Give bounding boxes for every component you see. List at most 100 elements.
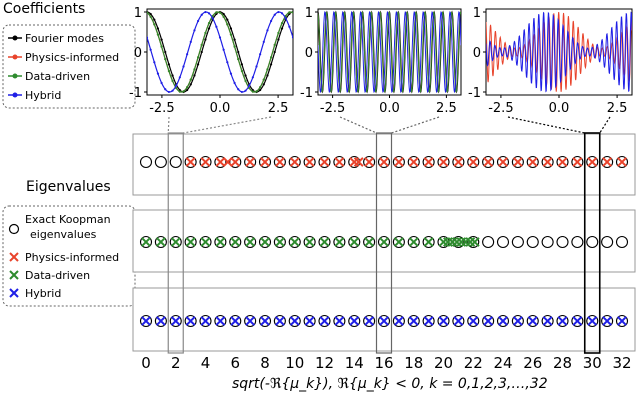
exact-eigenvalue-point: [422, 235, 435, 249]
series-point: [200, 13, 203, 16]
exact-eigenvalue-point: [154, 314, 167, 328]
legend-top-item: Data-driven: [8, 70, 90, 83]
predicted-eigenvalue-point: [170, 237, 181, 247]
series-point: [240, 90, 243, 94]
legend-top-item: Hybrid: [8, 89, 61, 102]
legend-top-label: Fourier modes: [25, 32, 104, 45]
highlight-frame-mode-30: [583, 132, 601, 354]
exact-eigenvalue-point: [139, 235, 153, 249]
exact-eigenvalue-point: [258, 314, 272, 328]
series-point: [207, 21, 211, 25]
predicted-eigenvalue-point: [557, 316, 568, 326]
exact-eigenvalue-point: [556, 155, 569, 169]
series-point: [204, 10, 207, 14]
exact-eigenvalue-point: [154, 235, 167, 249]
exact-eigenvalue-point: [184, 314, 197, 328]
exact-eigenvalue-point: [303, 235, 316, 249]
highlight-frame-mode-2: [167, 132, 184, 354]
eigen-x-tick-label: 16: [374, 354, 393, 372]
predicted-eigenvalue-point: [170, 316, 181, 326]
exact-eigenvalue-point: [214, 235, 227, 249]
series-point: [215, 11, 218, 14]
series-point: [189, 40, 192, 43]
predicted-eigenvalue-point: [304, 237, 315, 247]
predicted-eigenvalue-point: [438, 157, 449, 167]
exact-eigenvalue-point: [392, 155, 405, 169]
series-point: [262, 83, 265, 86]
predicted-eigenvalue-point: [334, 316, 345, 326]
x-tick-label: -2.5: [320, 101, 345, 116]
exact-eigenvalue-point: [586, 155, 599, 169]
predicted-eigenvalue-point: [438, 316, 449, 326]
series-point: [164, 50, 167, 54]
series-point: [255, 65, 258, 68]
predicted-eigenvalue-point: [260, 237, 270, 247]
exact-eigenvalue-point: [318, 155, 331, 169]
predicted-eigenvalue-point: [498, 157, 508, 167]
legend-top: Fourier modes Physics-informed Data-driven…: [8, 32, 119, 102]
exact-eigenvalue-point: [541, 314, 554, 328]
series-point: [197, 56, 200, 59]
exact-eigenvalue-point: [556, 235, 569, 249]
exact-eigenvalue-point: [601, 235, 614, 249]
exact-eigenvalue-point: [571, 155, 584, 169]
exact-eigenvalue-point: [333, 235, 346, 249]
eigen-row-data-driven: [132, 209, 636, 273]
series-point: [266, 74, 269, 77]
x-tick-label: -2.5: [488, 101, 513, 116]
exact-eigenvalue-point: [601, 155, 614, 169]
exact-eigenvalue-point: [333, 314, 346, 328]
exact-eigenvalue-point: [184, 155, 197, 169]
legend-bottom: Exact Koopman eigenvalues Physics-informed…: [8, 213, 119, 300]
eigen-x-tick-label: 22: [464, 354, 483, 372]
connector-line: [339, 116, 377, 134]
eigen-x-tick-label: 14: [345, 354, 364, 372]
connector-line: [391, 116, 440, 134]
series-point: [182, 90, 185, 93]
exact-eigenvalue-point: [556, 314, 569, 328]
exact-eigenvalue-point: [452, 155, 465, 169]
exact-eigenvalue-point: [229, 235, 242, 249]
exact-eigenvalue-point: [541, 155, 554, 169]
series-point: [153, 23, 156, 26]
exact-eigenvalue-point: [601, 314, 614, 328]
predicted-eigenvalue-point: [260, 157, 270, 167]
series-point: [277, 38, 280, 41]
predicted-eigenvalue-point: [572, 157, 583, 167]
exact-eigenvalue-point: [496, 314, 510, 328]
predicted-eigenvalue-point: [289, 237, 300, 247]
eigen-row-frame: [132, 287, 636, 352]
series-point: [167, 63, 170, 66]
series-point: [175, 84, 178, 87]
legend-top-label: Data-driven: [25, 70, 90, 83]
series-point: [233, 81, 236, 85]
series-point: [218, 36, 222, 39]
predicted-eigenvalue-point: [200, 316, 211, 326]
connector-line: [507, 116, 585, 134]
exact-eigenvalue-point: [303, 314, 316, 328]
eigen-x-tick-label: 24: [493, 354, 512, 372]
series-point: [215, 25, 218, 28]
series-point: [171, 89, 174, 92]
predicted-eigenvalue-point: [364, 237, 375, 247]
x-tick-label: 0.0: [549, 101, 570, 116]
mode-highlights: [167, 116, 611, 354]
series-point: [182, 65, 185, 68]
series-point: [288, 25, 291, 28]
legend-bottom-label: Hybrid: [25, 287, 61, 300]
legend-bottom-label: Physics-informed: [25, 251, 119, 264]
legend-top-item: Physics-informed: [8, 51, 119, 64]
predicted-eigenvalue-point: [185, 237, 196, 247]
exact-eigenvalue-point: [318, 314, 331, 328]
exact-eigenvalue-point: [467, 235, 480, 249]
series-point: [149, 12, 152, 16]
predicted-eigenvalue-point: [353, 157, 364, 167]
series-point: [149, 48, 152, 51]
predicted-eigenvalue-point: [349, 316, 360, 326]
exact-eigenvalue-point: [244, 314, 257, 328]
legend-cross-icon: [9, 288, 19, 298]
legend-cross-icon: [9, 270, 19, 280]
y-tick-label: 1: [134, 6, 142, 21]
series-point: [237, 58, 240, 61]
